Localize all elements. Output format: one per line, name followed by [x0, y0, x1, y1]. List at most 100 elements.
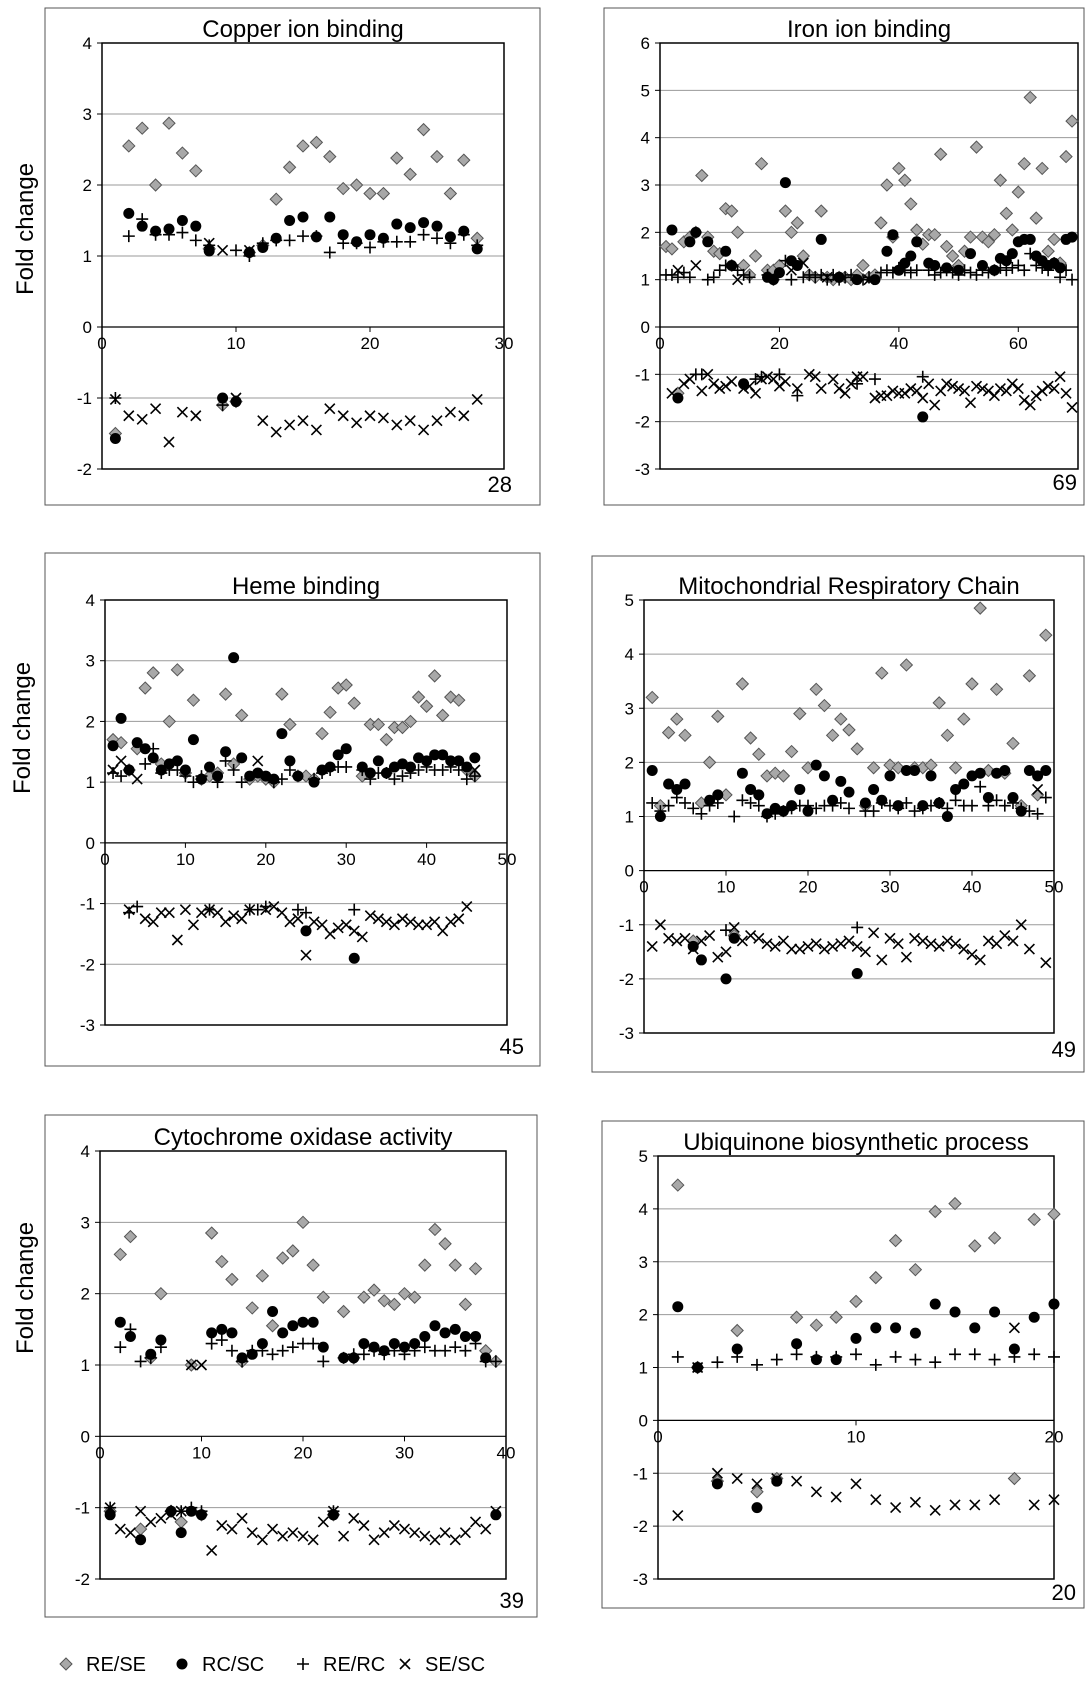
- data-point-se-sc: [228, 910, 240, 922]
- data-point-re-se: [387, 1297, 402, 1312]
- data-point-se-sc: [236, 913, 248, 925]
- y-axis-label: Fold change: [9, 662, 36, 794]
- data-point-se-sc: [692, 1361, 704, 1374]
- data-point-se-sc: [969, 1499, 981, 1511]
- data-point-re-se: [339, 678, 353, 692]
- data-point-re-rc: [291, 903, 304, 916]
- data-point-se-sc: [364, 410, 376, 422]
- data-point-re-se: [138, 681, 152, 695]
- data-point-rc-sc: [989, 1306, 1001, 1318]
- series-re-rc: [107, 742, 481, 919]
- data-point-se-sc: [982, 385, 994, 397]
- data-point-se-sc: [163, 907, 175, 919]
- data-point-rc-sc: [155, 1334, 167, 1346]
- data-point-re-rc: [665, 268, 678, 281]
- data-point-re-rc: [216, 399, 229, 412]
- data-point-rc-sc: [929, 1298, 941, 1310]
- data-point-re-rc: [431, 232, 443, 245]
- x-tick-label: 20: [256, 850, 275, 869]
- data-point-rc-sc: [461, 761, 473, 773]
- data-point-rc-sc: [292, 770, 304, 782]
- data-point-rc-sc: [131, 737, 143, 749]
- data-point-re-se: [973, 601, 987, 615]
- data-point-re-rc: [707, 271, 720, 284]
- data-point-re-se: [296, 1215, 310, 1230]
- data-point-se-sc: [868, 927, 880, 939]
- data-point-re-rc: [982, 799, 995, 812]
- data-point-se-sc: [1008, 1322, 1020, 1334]
- data-point-rc-sc: [187, 734, 199, 746]
- data-point-re-se: [411, 690, 426, 704]
- data-point-se-sc: [409, 1527, 421, 1539]
- data-point-re-se: [403, 714, 418, 729]
- y-tick-label: 0: [625, 862, 634, 881]
- data-point-re-se: [748, 249, 763, 263]
- data-point-re-rc: [1030, 259, 1043, 272]
- data-point-se-sc: [815, 382, 827, 395]
- data-point-rc-sc: [779, 177, 791, 189]
- data-point-se-sc: [307, 1534, 319, 1546]
- gene-count-label: 45: [500, 1034, 524, 1059]
- data-point-se-sc: [364, 910, 376, 922]
- data-point-re-rc: [940, 264, 953, 277]
- data-point-se-sc: [391, 419, 403, 431]
- data-point-re-rc: [350, 237, 363, 250]
- y-tick-label: 0: [81, 1427, 90, 1446]
- data-point-rc-sc: [881, 245, 893, 257]
- data-point-se-sc: [810, 938, 822, 950]
- data-point-re-rc: [230, 244, 242, 257]
- data-point-re-rc: [982, 266, 995, 279]
- data-point-se-sc: [663, 932, 675, 944]
- data-point-re-se: [1005, 223, 1020, 237]
- data-point-rc-sc: [1048, 1298, 1060, 1310]
- data-point-se-sc: [970, 380, 983, 392]
- data-point-re-rc: [185, 1501, 198, 1514]
- data-point-re-rc: [404, 767, 417, 780]
- data-point-re-se: [452, 693, 466, 707]
- data-point-re-se: [1006, 736, 1020, 751]
- data-point-re-se: [218, 687, 233, 701]
- data-point-re-rc: [892, 261, 905, 274]
- data-point-re-rc: [251, 903, 264, 916]
- series-re-rc: [109, 213, 484, 412]
- data-point-se-sc: [206, 1544, 218, 1557]
- data-point-se-sc: [348, 1512, 360, 1524]
- data-point-re-rc: [364, 241, 376, 254]
- data-point-re-rc: [925, 799, 937, 812]
- x-tick-label: 0: [97, 334, 106, 353]
- data-point-re-rc: [1048, 1350, 1060, 1363]
- y-tick-label: 0: [86, 834, 95, 853]
- x-tick-label: 20: [1045, 1427, 1064, 1446]
- data-point-se-sc: [1006, 378, 1018, 390]
- data-point-rc-sc: [176, 215, 188, 226]
- data-point-se-sc: [257, 415, 269, 427]
- data-point-se-sc: [445, 916, 457, 928]
- data-point-se-sc: [150, 403, 162, 415]
- data-point-re-se: [379, 732, 394, 747]
- data-point-re-se: [875, 666, 889, 680]
- data-point-re-se: [784, 744, 799, 759]
- data-point-re-se: [730, 1323, 744, 1338]
- data-point-re-rc: [115, 770, 128, 783]
- x-tick-label: 40: [963, 878, 982, 897]
- data-point-re-se: [363, 186, 377, 201]
- data-point-re-rc: [417, 228, 430, 241]
- data-point-re-rc: [460, 773, 473, 786]
- data-point-re-se: [850, 742, 864, 756]
- data-point-re-rc: [695, 368, 708, 381]
- data-point-rc-sc: [114, 1316, 126, 1328]
- data-point-rc-sc: [171, 755, 183, 767]
- series-se-sc: [672, 1322, 1060, 1522]
- data-point-rc-sc: [139, 743, 151, 755]
- data-point-rc-sc: [684, 236, 696, 248]
- data-point-re-se: [416, 122, 431, 137]
- data-point-re-rc: [388, 773, 401, 786]
- x-tick-label: 30: [495, 334, 514, 353]
- data-point-se-sc: [905, 382, 917, 395]
- gene-count-label: 39: [500, 1588, 524, 1613]
- data-point-re-rc: [203, 239, 216, 252]
- data-point-re-rc: [154, 1341, 167, 1354]
- data-point-re-rc: [390, 235, 403, 248]
- data-point-se-sc: [870, 1494, 882, 1506]
- data-point-re-rc: [743, 271, 756, 284]
